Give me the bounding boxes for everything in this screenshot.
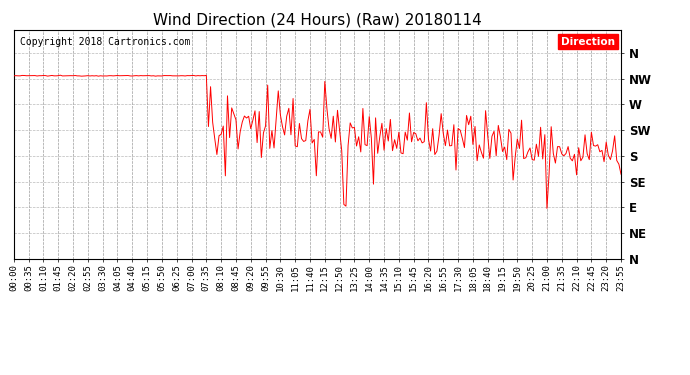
Text: Copyright 2018 Cartronics.com: Copyright 2018 Cartronics.com: [20, 37, 190, 47]
Text: Direction: Direction: [561, 37, 615, 47]
Title: Wind Direction (24 Hours) (Raw) 20180114: Wind Direction (24 Hours) (Raw) 20180114: [153, 12, 482, 27]
